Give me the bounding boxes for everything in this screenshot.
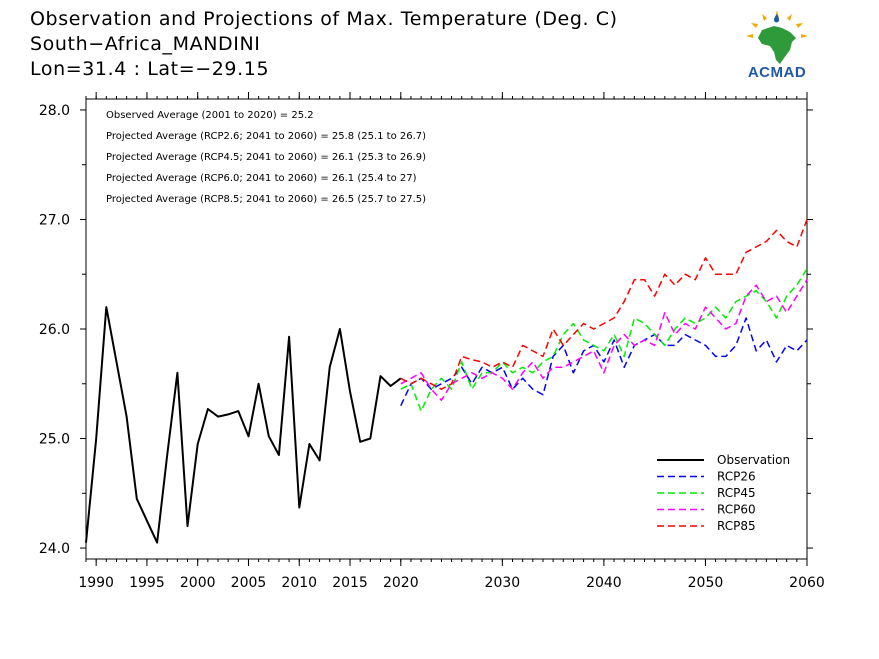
acmad-africa-logo-icon	[738, 8, 816, 84]
chart-title: Observation and Projections of Max. Temp…	[30, 8, 618, 30]
legend-label-rcp85: RCP85	[717, 519, 756, 533]
x-tick-label: 2005	[231, 575, 267, 591]
annotation-text: Projected Average (RCP6.0; 2041 to 2060)…	[106, 173, 417, 184]
x-tick-label: 2010	[281, 575, 317, 591]
annotation-text: Projected Average (RCP8.5; 2041 to 2060)…	[106, 194, 426, 205]
coordinates: Lon=31.4 : Lat=−29.15	[30, 58, 270, 80]
series-line-rcp26	[400, 317, 808, 407]
series-line-rcp85	[400, 219, 808, 390]
acmad-logo-text: ACMAD	[747, 64, 807, 81]
x-tick-label: 1995	[129, 575, 165, 591]
legend-label-rcp26: RCP26	[717, 470, 756, 484]
y-tick-label: 25.0	[39, 432, 70, 448]
y-tick-label: 28.0	[39, 103, 70, 119]
legend-label-observation: Observation	[717, 453, 790, 467]
y-tick-label: 26.0	[39, 322, 70, 338]
legend-label-rcp60: RCP60	[717, 503, 756, 517]
annotation-text: Projected Average (RCP4.5; 2041 to 2060)…	[106, 152, 426, 163]
x-tick-label: 2050	[688, 575, 724, 591]
series-line-rcp45	[400, 268, 808, 412]
x-tick-label: 2040	[586, 575, 622, 591]
annotation-text: Projected Average (RCP2.6; 2041 to 2060)…	[106, 131, 426, 142]
y-tick-label: 24.0	[39, 541, 70, 557]
annotation-text: Observed Average (2001 to 2020) = 25.2	[106, 110, 314, 121]
legend-label-rcp45: RCP45	[717, 486, 756, 500]
x-tick-label: 2000	[180, 575, 216, 591]
location-name: South−Africa_MANDINI	[30, 33, 261, 55]
y-tick-label: 27.0	[39, 212, 70, 228]
x-tick-label: 1990	[78, 575, 114, 591]
x-tick-label: 2020	[383, 575, 419, 591]
plot-frame	[85, 98, 808, 560]
series-line-observation	[85, 306, 402, 544]
x-tick-label: 2015	[332, 575, 368, 591]
x-tick-label: 2030	[485, 575, 521, 591]
series-line-rcp60	[400, 279, 808, 401]
x-tick-label: 2060	[789, 575, 825, 591]
